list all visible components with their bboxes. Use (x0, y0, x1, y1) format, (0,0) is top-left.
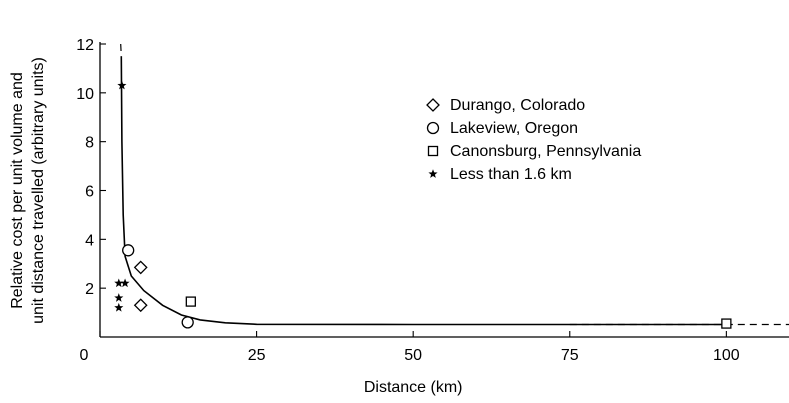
data-point-star (114, 278, 124, 288)
legend-label: Canonsburg, Pennsylvania (450, 143, 641, 160)
legend-label: Less than 1.6 km (450, 166, 572, 183)
y-tick-label: 2 (85, 281, 94, 298)
y-tick-label: 4 (85, 232, 94, 249)
data-point-star (114, 302, 124, 312)
data-point-diamond (133, 260, 148, 275)
y-axis-title-line: Relative cost per unit volume and (9, 72, 26, 309)
data-point-square (185, 296, 196, 307)
legend-marker-square (427, 145, 439, 157)
legend-marker-circle (426, 121, 440, 135)
data-point-star (120, 278, 130, 288)
data-point-star (117, 80, 127, 90)
data-point-circle (122, 244, 135, 257)
y-tick-label: 12 (76, 37, 94, 54)
data-point-square (721, 318, 732, 329)
x-tick-label: 25 (248, 347, 266, 364)
x-tick-label: 75 (561, 347, 579, 364)
axes: 0 25 50 75 100 2 4 6 8 10 12 Distance (km) Relative … (9, 37, 789, 396)
dashed-extension (120, 43, 122, 57)
y-tick-label: 6 (85, 184, 94, 201)
x-tick-label: 0 (80, 347, 89, 364)
x-tick-label: 50 (404, 347, 422, 364)
x-tick-label: 100 (713, 347, 740, 364)
data-points (114, 80, 732, 329)
legend-label: Durango, Colorado (450, 97, 585, 114)
legend: Durango, Colorado Lakeview, Oregon Canonsb… (426, 97, 641, 183)
data-point-diamond (133, 298, 148, 313)
fitted-curve (120, 56, 727, 326)
y-axis-title-line: unit distance travelled (arbitrary units… (30, 57, 47, 324)
y-tick-label: 8 (85, 135, 94, 152)
data-point-circle (181, 316, 194, 329)
legend-marker-star (428, 169, 438, 178)
legend-marker-diamond (426, 98, 440, 112)
curves (120, 43, 789, 326)
legend-label: Lakeview, Oregon (450, 120, 578, 137)
x-axis-title: Distance (km) (364, 379, 463, 396)
y-tick-label: 10 (76, 86, 94, 103)
data-point-star (114, 293, 124, 302)
